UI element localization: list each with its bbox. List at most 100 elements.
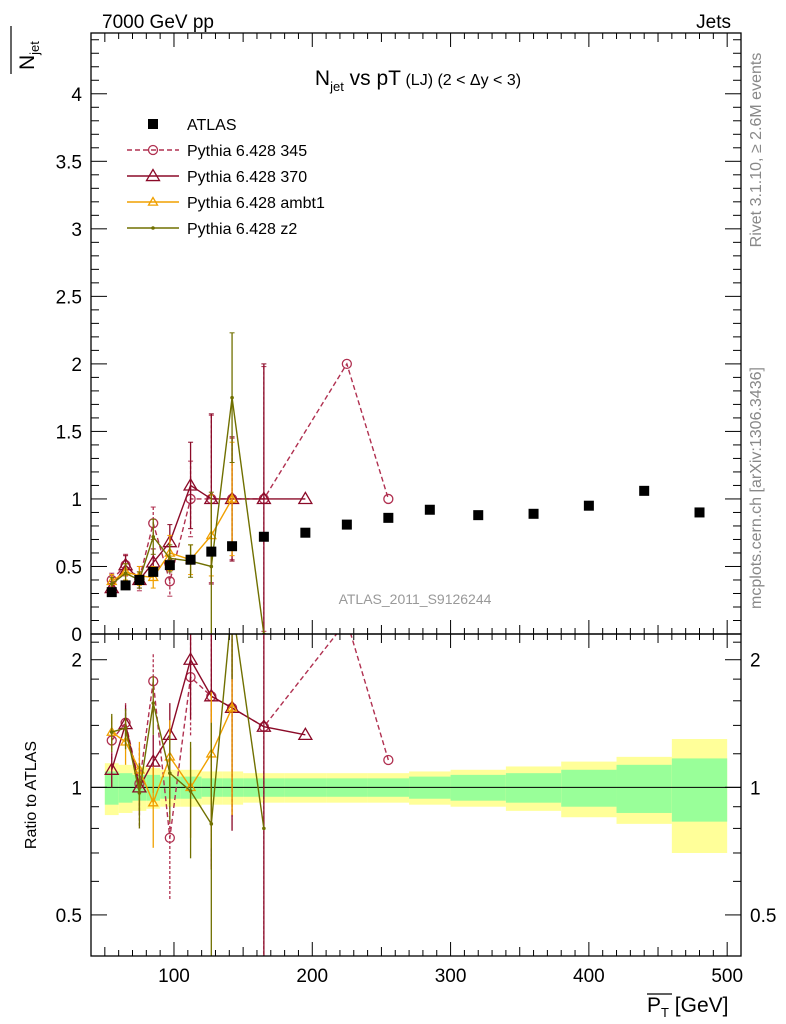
rivet-label: Rivet 3.1.10, ≥ 2.6M events	[748, 53, 765, 248]
series-2-ratio-point	[145, 753, 161, 767]
band-inner-segment	[104, 771, 119, 805]
y-tick-label: 4	[71, 85, 82, 106]
x-axis-title-rest: [GeV]	[669, 994, 729, 1017]
data-point	[106, 587, 117, 598]
series-2-point	[297, 491, 313, 505]
series-2-line	[111, 484, 306, 589]
series-4-ratio-point	[230, 603, 234, 607]
y-tick-label: 2.5	[56, 287, 82, 308]
legend-label: Pythia 6.428 370	[187, 169, 307, 186]
plot-title: Njet vs pT (LJ) (2 < Δy < 3)	[315, 67, 521, 94]
ratio-plot-area	[91, 603, 741, 956]
legend-marker	[145, 168, 161, 182]
band-inner-segment	[616, 764, 672, 813]
energy-label: 7000 GeV pp	[102, 12, 214, 33]
ratio-axis-title: Ratio to ATLAS	[23, 741, 40, 849]
ratio-tick-label: 0.5	[56, 906, 82, 927]
series-4-point	[151, 534, 156, 539]
series-1-point	[164, 576, 175, 587]
series-3-ratio-point	[226, 702, 238, 712]
svg-text:Njet: Njet	[16, 41, 42, 70]
x-tick-label: 300	[435, 966, 467, 987]
series-2-ratio-point	[297, 727, 313, 741]
series-2-ratio-point	[256, 718, 272, 732]
series-4-ratio-point	[188, 789, 193, 793]
plot-title-main: N	[315, 67, 330, 90]
series-2-point	[182, 477, 199, 491]
legend-marker	[151, 226, 155, 230]
ratio-tick-label: 1	[71, 778, 82, 799]
series-4-point	[123, 571, 128, 576]
series-4-ratio-point	[137, 791, 142, 795]
legend-label: Pythia 6.428 ambt1	[187, 195, 325, 212]
data-point	[424, 504, 435, 515]
legend-marker	[147, 144, 159, 156]
data-point	[206, 546, 217, 557]
series-1-point	[383, 493, 394, 505]
svg-text:PT [GeV]: PT [GeV]	[647, 994, 729, 1020]
y-tick-label: 1.5	[56, 422, 82, 443]
y-tick-label: 0.5	[56, 557, 82, 578]
legend-marker	[147, 196, 159, 206]
legend: ATLAS Pythia 6.428 345 Pythia 6.428 370 Pyt…	[127, 117, 325, 238]
y-tick-label: 0	[71, 625, 82, 646]
series-3-point	[226, 493, 238, 503]
category-label: Jets	[696, 12, 731, 33]
series-2-ratio-point	[182, 651, 199, 665]
y-tick-label: 1	[71, 490, 82, 511]
series-4-ratio-point	[109, 730, 114, 734]
y-axis-title-sub: jet	[27, 41, 42, 56]
data-point	[148, 566, 159, 577]
series-4-line	[111, 397, 265, 634]
ratio-tick-label-right: 1	[750, 778, 761, 799]
ratio-tick-label-right: 2	[750, 651, 761, 672]
data-point	[583, 500, 594, 511]
x-axis-title-main: P	[647, 994, 661, 1017]
data-point	[134, 574, 145, 585]
axes: 100 200 300 400 500 0 0.5 1 1.5 2 2.5 3 3.5 4 0.5 0.5 1 1…	[56, 32, 776, 987]
y-tick-label: 2	[71, 355, 82, 376]
x-axis-title-sub: T	[661, 1005, 669, 1020]
analysis-id: ATLAS_2011_S9126244	[339, 591, 492, 607]
series-1-point	[341, 358, 353, 370]
x-tick-label: 500	[711, 966, 743, 987]
data-point	[694, 507, 705, 518]
x-axis-title: PT [GeV]	[647, 993, 729, 1020]
legend-label: Pythia 6.428 z2	[187, 221, 297, 238]
data-point	[528, 508, 539, 519]
series-1-ratio-point	[383, 754, 394, 766]
y-axis-title-main: N	[16, 55, 39, 70]
legend-label: Pythia 6.428 345	[187, 143, 307, 160]
plot-title-rest: vs pT	[344, 67, 401, 90]
y-axis-title: Njet	[10, 26, 42, 74]
data-point	[639, 485, 650, 496]
series-4-ratio-point	[151, 701, 156, 705]
series-4-ratio-point	[168, 771, 172, 775]
data-point	[383, 512, 394, 523]
x-tick-label: 400	[573, 966, 605, 987]
band-inner-segment	[118, 773, 133, 803]
mcplots-label: mcplots.cern.ch [arXiv:1306.3436]	[748, 367, 765, 609]
series-4-ratio-point	[262, 826, 266, 831]
data-point	[185, 554, 196, 565]
series-2-ratio-point	[104, 761, 120, 775]
data-point	[164, 560, 175, 571]
y-tick-label: 3.5	[56, 152, 82, 173]
series-4-point	[109, 582, 114, 586]
series-4-point	[168, 556, 172, 561]
data-point	[473, 510, 484, 521]
data-point	[227, 541, 238, 552]
series-4-point	[230, 395, 234, 400]
data-point	[341, 519, 352, 530]
uncertainty-band	[104, 739, 728, 853]
data-point	[120, 580, 131, 591]
plot-title-sub: jet	[329, 79, 344, 94]
series-3-ratio-point	[147, 796, 159, 807]
ratio-tick-label-right: 0.5	[750, 906, 776, 927]
series-4-ratio-point	[209, 822, 214, 826]
data-point	[258, 531, 269, 542]
ratio-tick-label: 2	[71, 651, 82, 672]
data-point	[300, 527, 311, 538]
y-tick-label: 3	[71, 220, 82, 241]
